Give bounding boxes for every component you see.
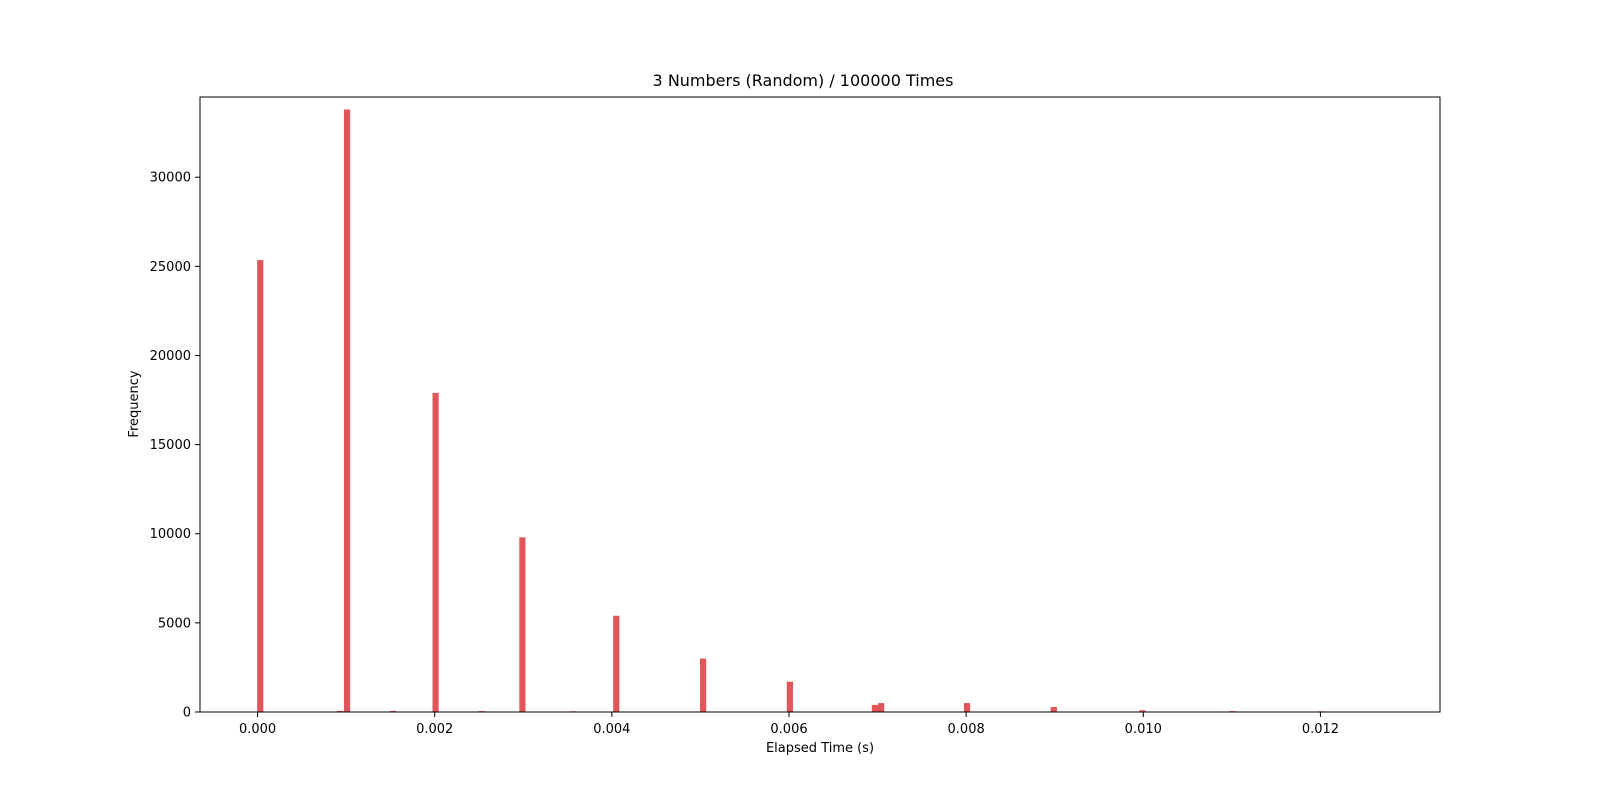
histogram-bar-2 [343,109,351,713]
y-tick-label: 10000 [150,527,191,542]
y-axis-label: Frequency [127,370,142,437]
y-tick-label: 0 [183,706,191,721]
histogram-bar-10 [786,681,793,712]
histogram-bar-15 [1139,710,1146,712]
y-tick-label: 20000 [150,349,191,364]
x-tick-label: 0.000 [239,722,276,737]
y-tick-label: 30000 [150,171,191,186]
x-tick-label: 0.012 [1302,722,1339,737]
histogram-bar-9 [699,658,707,712]
histogram-bar-4 [432,392,439,712]
x-tick-label: 0.004 [593,722,630,737]
histogram-bar-3 [389,710,397,712]
y-tick-label: 5000 [158,616,191,631]
y-axis-ticks: 0 5000 10000 15000 20000 25000 30000 [150,171,200,721]
x-axis-ticks: 0.000 0.002 0.004 0.006 0.008 0.010 0.012 [239,712,1339,737]
histogram-bar-8 [613,615,620,712]
x-axis-label: Elapsed Time (s) [766,741,874,756]
chart-title: 3 Numbers (Random) / 100000 Times [653,71,954,90]
x-tick-label: 0.002 [416,722,453,737]
x-tick-label: 0.006 [770,722,807,737]
histogram-bar-13 [963,703,971,712]
histogram-bar-1 [336,710,344,712]
histogram-bar-14 [1050,707,1057,712]
histogram-bar-11 [871,704,879,712]
y-tick-label: 25000 [150,260,191,275]
histogram-bar-6 [519,537,526,712]
histogram-bar-12 [878,703,885,712]
histogram-bar-0 [257,260,264,712]
y-tick-label: 15000 [150,438,191,453]
bars-group [257,109,1325,713]
plot-frame [199,96,1441,713]
x-tick-label: 0.010 [1125,722,1162,737]
x-tick-label: 0.008 [948,722,985,737]
